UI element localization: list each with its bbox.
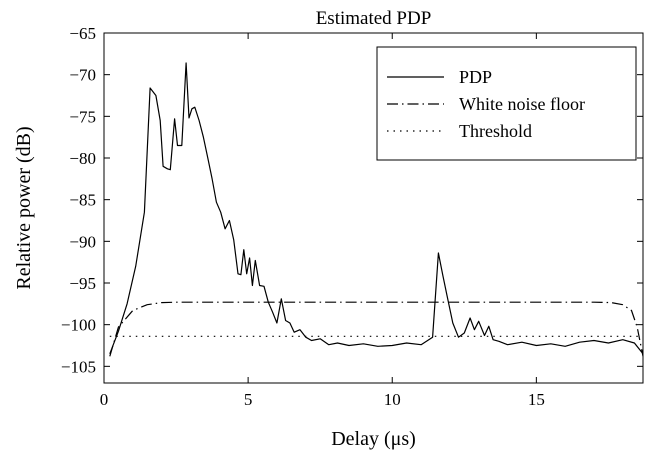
y-tick-label: −80 — [69, 149, 96, 168]
x-tick-label: 10 — [384, 390, 401, 409]
series-line-white-noise-floor — [109, 301, 644, 357]
plot-lines — [109, 62, 644, 357]
y-tick-label: −105 — [61, 357, 96, 376]
y-tick-label: −75 — [69, 107, 96, 126]
y-tick-label: −95 — [69, 274, 96, 293]
chart-title: Estimated PDP — [316, 8, 432, 29]
x-tick-label: 5 — [244, 390, 253, 409]
legend: PDP White noise floor Threshold — [376, 46, 637, 161]
plot-frame — [103, 32, 644, 384]
x-tick-label: 15 — [528, 390, 545, 409]
legend-label: Threshold — [459, 121, 532, 141]
x-axis-label: Delay (μs) — [331, 428, 416, 450]
y-tick-label: −100 — [61, 316, 96, 335]
y-axis-label: Relative power (dB) — [13, 126, 35, 289]
y-tick-label: −65 — [69, 24, 96, 43]
series-line-pdp — [109, 62, 644, 355]
legend-label: White noise floor — [459, 94, 585, 114]
axis-ticks: 0 5 10 15 −65 −70 −75 −80 −85 −90 −95 −100 −105 — [61, 24, 643, 409]
legend-label: PDP — [459, 67, 492, 87]
y-tick-label: −90 — [69, 232, 96, 251]
y-tick-label: −70 — [69, 66, 96, 85]
y-tick-label: −85 — [69, 191, 96, 210]
legend-box — [376, 46, 637, 161]
x-tick-label: 0 — [100, 390, 109, 409]
